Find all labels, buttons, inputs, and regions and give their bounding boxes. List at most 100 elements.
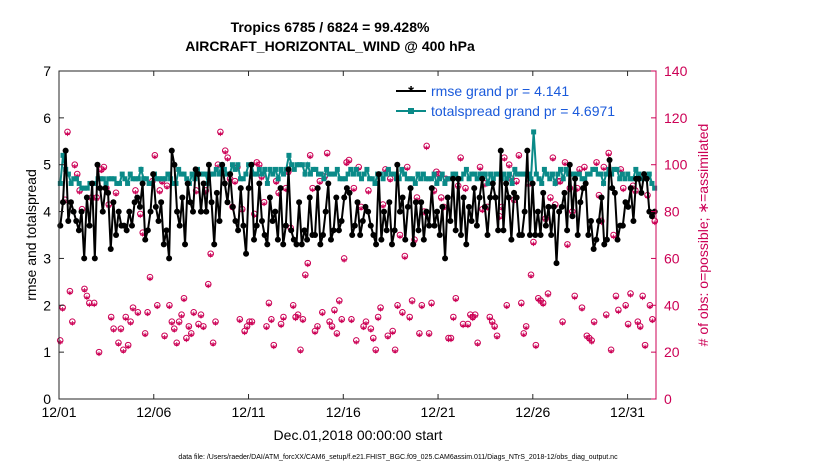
obs-possible-point	[122, 313, 130, 321]
obs-assimilated-point: *	[305, 261, 311, 272]
rmse-point	[123, 227, 130, 234]
obs-assimilated-point: *	[460, 322, 466, 333]
totalspread-point	[598, 171, 604, 177]
obs-possible-point	[166, 301, 173, 309]
obs-assimilated-point: *	[65, 130, 71, 141]
totalspread-point	[611, 166, 617, 172]
obs-assimilated-point: *	[334, 332, 340, 343]
obs-possible-point	[306, 152, 314, 159]
totalspread-point	[488, 171, 494, 177]
obs-possible-point	[590, 318, 598, 325]
totalspread-point	[157, 176, 163, 182]
totalspread-point	[399, 166, 405, 172]
rmse-point	[585, 232, 592, 238]
obs-possible-point	[374, 313, 382, 321]
obs-assimilated-point: *	[293, 315, 299, 326]
totalspread-point	[592, 166, 598, 172]
obs-assimilated-point: *	[87, 301, 93, 312]
rmse-point	[590, 246, 597, 253]
rmse-point	[492, 194, 499, 201]
rmse-point	[537, 232, 544, 238]
totalspread-point	[342, 176, 348, 182]
obs-assimilated-point: *	[96, 350, 102, 361]
rmse-point	[158, 199, 165, 206]
obs-assimilated-point: *	[405, 165, 411, 176]
obs-assimilated-point: *	[67, 290, 73, 301]
rmse-point	[593, 236, 600, 243]
obs-assimilated-point: *	[223, 149, 229, 160]
obs-assimilated-point: *	[591, 320, 597, 331]
totalspread-point	[350, 171, 356, 177]
totalspread-point	[536, 176, 542, 182]
rmse-point	[142, 236, 149, 243]
obs-possible-point	[389, 327, 396, 335]
legend-spread-marker	[408, 108, 414, 114]
rmse-point	[362, 203, 369, 210]
totalspread-point	[146, 180, 152, 186]
rmse-point	[296, 199, 303, 206]
obs-possible-point	[547, 194, 554, 201]
totalspread-point	[385, 166, 391, 172]
totalspread-point	[73, 176, 79, 182]
totalspread-point	[216, 171, 222, 177]
totalspread-point	[82, 185, 88, 191]
totalspread-point	[576, 171, 582, 177]
rmse-point	[349, 232, 356, 238]
totalspread-point	[649, 180, 655, 186]
y-tick-label: 0	[43, 391, 51, 407]
obs-possible-point	[399, 309, 406, 316]
obs-assimilated-point: *	[388, 177, 394, 188]
totalspread-point	[439, 171, 445, 177]
totalspread-point	[106, 176, 112, 182]
rmse-point	[383, 227, 390, 234]
rmse-point	[465, 203, 472, 210]
y-tick-label: 6	[43, 110, 51, 126]
rmse-point	[577, 199, 584, 206]
rmse-point	[423, 208, 430, 215]
rmse-point	[622, 199, 629, 206]
obs-possible-point	[588, 337, 595, 344]
rmse-point	[540, 189, 547, 196]
obs-assimilated-point: *	[584, 334, 590, 345]
rmse-point	[452, 227, 459, 234]
rmse-point	[420, 236, 427, 243]
obs-assimilated-point: *	[589, 339, 595, 350]
obs-assimilated-point: *	[497, 215, 503, 226]
rmse-point	[131, 199, 138, 206]
obs-assimilated-point: *	[599, 219, 605, 230]
rmse-point	[505, 194, 512, 201]
rmse-point	[484, 232, 491, 238]
rmse-point	[489, 180, 496, 187]
totalspread-point	[442, 180, 448, 186]
obs-possible-point	[624, 320, 632, 328]
rmse-point	[235, 227, 242, 234]
rmse-point	[455, 175, 462, 182]
totalspread-point	[404, 176, 410, 182]
obs-possible-point	[406, 313, 413, 321]
rmse-point	[580, 185, 587, 192]
totalspread-point	[208, 171, 214, 177]
obs-assimilated-point: *	[329, 325, 335, 336]
obs-possible-point	[178, 311, 185, 318]
obs-assimilated-point: *	[101, 165, 107, 176]
obs-assimilated-point: *	[465, 322, 471, 333]
totalspread-point	[485, 180, 491, 186]
x-tick-label: 12/16	[326, 404, 361, 420]
totalspread-point	[412, 180, 418, 186]
obs-assimilated-point: *	[254, 161, 260, 172]
totalspread-point	[133, 176, 139, 182]
rmse-point	[476, 194, 483, 201]
obs-assimilated-point: *	[203, 189, 209, 200]
obs-possible-point	[396, 231, 404, 239]
obs-possible-point	[224, 154, 231, 161]
obs-assimilated-point: *	[434, 170, 440, 181]
obs-assimilated-point: *	[308, 154, 314, 165]
totalspread-point	[627, 176, 633, 182]
totalspread-point	[299, 162, 305, 168]
rmse-point	[205, 161, 212, 168]
rmse-point	[163, 227, 170, 234]
obs-assimilated-point: *	[133, 189, 139, 200]
obs-assimilated-point: *	[179, 313, 185, 324]
obs-assimilated-point: *	[198, 313, 204, 324]
totalspread-point	[474, 176, 480, 182]
